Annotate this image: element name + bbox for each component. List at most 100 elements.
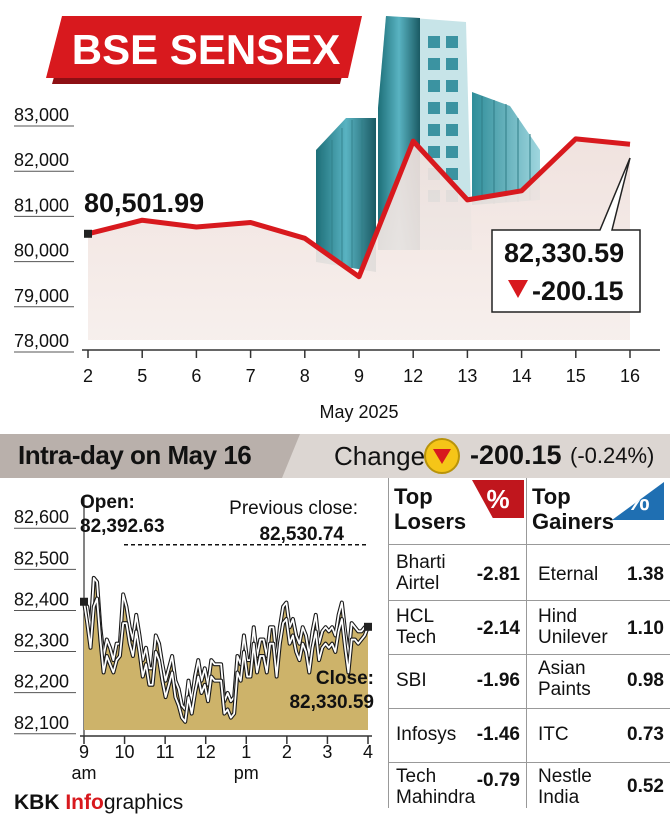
y-tick-label: 79,000	[14, 286, 69, 306]
loser-name: Infosys	[396, 724, 457, 745]
table-row-divider	[388, 762, 670, 763]
end-value-label: 82,330.59	[504, 238, 624, 268]
intraday-axes: 82,600 82,500 82,400 82,300 82,200 82,100 9 10 1…	[14, 498, 373, 783]
table-left-border	[388, 478, 389, 808]
x-tick-label: 11	[156, 742, 175, 762]
intraday-series	[80, 575, 372, 730]
loser-name: Bharti Airtel	[396, 552, 446, 594]
end-value-callout: 82,330.59 -200.15	[491, 157, 641, 313]
y-tick-label: 81,000	[14, 195, 69, 215]
loser-name: SBI	[396, 670, 427, 691]
y-tick-label: 83,000	[14, 105, 69, 125]
gainer-name: ITC	[538, 724, 569, 745]
table-mid-divider	[526, 478, 527, 808]
gainer-value: 0.98	[627, 670, 664, 691]
end-change-label: -200.15	[532, 276, 624, 306]
table-row-divider	[388, 544, 670, 545]
gainers-title-2: Gainers	[532, 509, 614, 534]
gainers-percent-badge: %	[612, 482, 664, 520]
gainers-header: Top Gainers	[532, 484, 614, 534]
intraday-high-line	[83, 576, 369, 711]
x-tick-label: 15	[566, 366, 586, 386]
table-row-divider	[388, 654, 670, 655]
close-label: Close:	[316, 668, 374, 689]
down-triangle-icon	[424, 438, 460, 474]
prev-close-label: Previous close:	[229, 498, 358, 519]
losers-title-2: Losers	[394, 509, 467, 534]
x-tick-label: 2	[83, 366, 93, 386]
x-tick-label: 1	[241, 742, 251, 762]
loser-name: HCL Tech	[396, 606, 437, 648]
losers-title-1: Top	[394, 484, 433, 509]
close-value: 82,330.59	[289, 692, 374, 713]
losers-percent-badge: %	[472, 480, 524, 518]
gainer-value: 0.73	[627, 724, 664, 745]
y-tick-label: 82,600	[14, 507, 69, 527]
x-tick-sublabel: am	[71, 763, 96, 783]
gainer-value: 1.10	[627, 618, 664, 639]
sensex-weekly-chart: BSE SENSEX 83,000 82,000 81,000 80,000 79,00…	[14, 16, 660, 422]
y-tick-label: 82,300	[14, 631, 69, 651]
y-tick-label: 82,500	[14, 548, 69, 568]
gainer-name: Nestle India	[538, 766, 592, 808]
main-series-line	[84, 136, 631, 280]
x-tick-label: 2	[282, 742, 292, 762]
table-row-divider	[388, 708, 670, 709]
loser-value: -1.46	[476, 724, 520, 745]
close-marker	[364, 622, 372, 631]
gainers-title-1: Top	[532, 484, 571, 509]
x-tick-label: 10	[115, 742, 135, 762]
x-tick-label: 8	[300, 366, 310, 386]
start-value-label: 80,501.99	[84, 188, 204, 218]
losers-header: Top Losers	[394, 484, 466, 534]
gainer-name: Asian Paints	[538, 658, 591, 700]
x-axis-label: May 2025	[319, 402, 398, 422]
x-tick-label: 9	[79, 742, 89, 762]
change-percent: (-0.24%)	[570, 443, 655, 468]
loser-value: -0.79	[476, 770, 520, 791]
loser-value: -1.96	[476, 670, 520, 691]
loser-value: -2.81	[476, 564, 520, 585]
intraday-title: Intra-day on May 16	[18, 440, 252, 470]
start-marker	[84, 229, 92, 238]
intraday-chart: 82,600 82,500 82,400 82,300 82,200 82,100 9 10 1…	[14, 492, 374, 783]
x-tick-label: 12	[403, 366, 423, 386]
x-tick-label: 7	[246, 366, 256, 386]
intraday-low-line	[83, 597, 369, 723]
open-marker	[80, 597, 88, 606]
sensex-line	[87, 136, 631, 280]
y-tick-label: 82,200	[14, 672, 69, 692]
table-row-divider	[388, 600, 670, 601]
intraday-area-fill	[84, 577, 368, 730]
x-tick-label: 3	[322, 742, 332, 762]
gainer-name: Eternal	[538, 564, 599, 585]
change-label: Change	[334, 441, 426, 471]
gainer-name: Hind Unilever	[538, 606, 608, 648]
x-tick-label: 12	[196, 742, 216, 762]
gainer-value: 1.38	[627, 564, 664, 585]
intraday-band: Intra-day on May 16 Change -200.15 (-0.2…	[0, 434, 670, 478]
title-banner: BSE SENSEX	[46, 16, 362, 84]
x-tick-label: 6	[191, 366, 201, 386]
open-label: Open:	[80, 492, 135, 513]
open-value: 82,392.63	[80, 516, 165, 537]
y-tick-label: 78,000	[14, 331, 69, 351]
gainer-value: 0.52	[627, 776, 664, 797]
loser-value: -2.14	[476, 618, 520, 639]
band-title-block	[0, 434, 300, 478]
footer-credit: KBK Infographics	[14, 791, 184, 814]
prev-close-value: 82,530.74	[259, 524, 344, 545]
x-tick-label: 5	[137, 366, 147, 386]
x-tick-label: 13	[457, 366, 477, 386]
y-tick-label: 82,100	[14, 713, 69, 733]
x-tick-label: 9	[354, 366, 364, 386]
x-tick-label: 14	[512, 366, 532, 386]
main-axes: 83,000 82,000 81,000 80,000 79,000 78,000 2 5 6 7…	[14, 105, 660, 386]
x-tick-sublabel: pm	[234, 763, 259, 783]
loser-name: Tech Mahindra	[396, 766, 476, 808]
x-tick-label: 16	[620, 366, 640, 386]
down-arrow-icon	[508, 280, 528, 298]
y-tick-label: 80,000	[14, 241, 69, 261]
y-tick-label: 82,000	[14, 150, 69, 170]
movers-table: Top Losers % Top Gainers % Bharti Airtel …	[388, 478, 670, 808]
